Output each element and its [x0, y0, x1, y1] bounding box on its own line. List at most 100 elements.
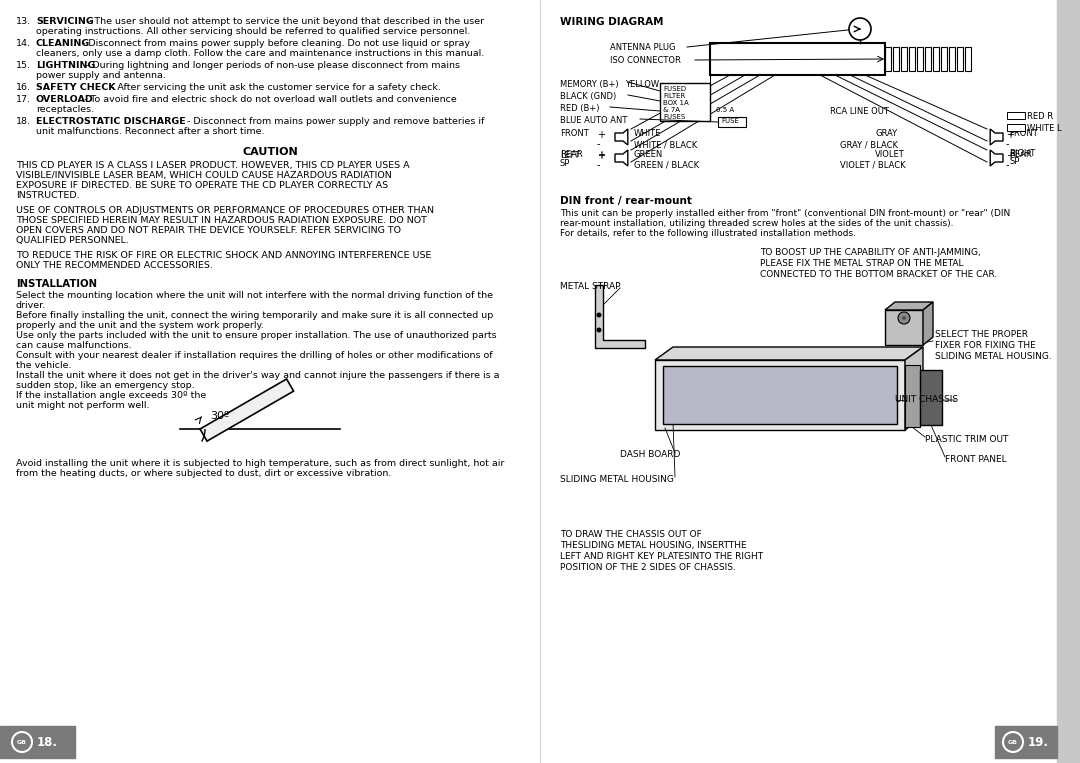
Bar: [885, 47, 891, 71]
Text: 19.: 19.: [1028, 736, 1049, 749]
Text: +: +: [1005, 130, 1014, 140]
Bar: [924, 47, 931, 71]
Circle shape: [596, 313, 602, 317]
Text: THOSE SPECIFIED HEREIN MAY RESULT IN HAZARDOUS RADIATION EXPOSURE. DO NOT: THOSE SPECIFIED HEREIN MAY RESULT IN HAZ…: [16, 216, 427, 225]
Polygon shape: [923, 302, 933, 345]
Text: INSTRUCTED.: INSTRUCTED.: [16, 191, 80, 200]
Text: receptacles.: receptacles.: [36, 105, 94, 114]
Text: RED R: RED R: [1027, 112, 1053, 121]
Text: Select the mounting location where the unit will not interfere with the normal d: Select the mounting location where the u…: [16, 291, 492, 300]
Text: USE OF CONTROLS OR ADJUSTMENTS OR PERFORMANCE OF PROCEDURES OTHER THAN: USE OF CONTROLS OR ADJUSTMENTS OR PERFOR…: [16, 206, 434, 215]
Text: operating instructions. All other servicing should be referred to qualified serv: operating instructions. All other servic…: [36, 27, 470, 36]
Text: YELLOW: YELLOW: [625, 80, 659, 89]
Text: properly and the unit and the system work properly.: properly and the unit and the system wor…: [16, 321, 264, 330]
Text: VIOLET / BLACK: VIOLET / BLACK: [840, 161, 906, 170]
Text: 18.: 18.: [37, 736, 58, 749]
Text: PLEASE FIX THE METAL STRAP ON THE METAL: PLEASE FIX THE METAL STRAP ON THE METAL: [760, 259, 963, 268]
Text: GRAY: GRAY: [875, 129, 897, 138]
Bar: [957, 47, 963, 71]
Text: power supply and antenna.: power supply and antenna.: [36, 71, 166, 80]
Bar: [966, 47, 971, 71]
Text: CLEANING: CLEANING: [36, 39, 91, 48]
Circle shape: [849, 18, 870, 40]
Text: ISO CONNECTOR: ISO CONNECTOR: [610, 56, 680, 65]
Text: rear-mount installation, utilizing threaded screw holes at the sides of the unit: rear-mount installation, utilizing threa…: [561, 219, 954, 228]
Text: THESLIDING METAL HOUSING, INSERTTHE: THESLIDING METAL HOUSING, INSERTTHE: [561, 541, 746, 550]
Text: cleaners, only use a damp cloth. Follow the care and maintenance instructions in: cleaners, only use a damp cloth. Follow …: [36, 49, 484, 58]
Text: PLASTIC TRIM OUT: PLASTIC TRIM OUT: [924, 435, 1009, 444]
Text: +: +: [597, 150, 605, 160]
Text: 13.: 13.: [16, 17, 31, 26]
Text: 14.: 14.: [16, 39, 31, 48]
Text: 30º: 30º: [210, 411, 229, 421]
Bar: [885, 310, 923, 345]
Text: 0.5 A: 0.5 A: [716, 107, 734, 113]
Text: BLUE AUTO ANT: BLUE AUTO ANT: [561, 116, 627, 125]
Text: Use only the parts included with the unit to ensure proper installation. The use: Use only the parts included with the uni…: [16, 331, 497, 340]
Bar: [905, 365, 920, 427]
Text: SP: SP: [561, 159, 570, 168]
Text: +: +: [1005, 151, 1014, 161]
Bar: [995, 726, 1057, 758]
Circle shape: [897, 312, 910, 324]
Bar: [1007, 112, 1025, 119]
Text: 18.: 18.: [16, 117, 31, 126]
Text: GRAY / BLACK: GRAY / BLACK: [840, 140, 897, 149]
Text: from the heating ducts, or where subjected to dust, dirt or excessive vibration.: from the heating ducts, or where subject…: [16, 469, 391, 478]
Text: DIN front / rear-mount: DIN front / rear-mount: [561, 196, 692, 206]
Text: +: +: [597, 130, 605, 140]
Text: GREEN: GREEN: [634, 150, 663, 159]
Text: & 7A: & 7A: [663, 107, 680, 113]
Bar: [893, 47, 899, 71]
Text: FRONT: FRONT: [561, 129, 589, 138]
Text: -: -: [1005, 160, 1010, 170]
Text: FIXER FOR FIXING THE: FIXER FOR FIXING THE: [935, 341, 1036, 350]
Text: MEMORY (B+): MEMORY (B+): [561, 80, 619, 89]
Text: LIGHTNING: LIGHTNING: [36, 61, 95, 70]
Text: GB: GB: [1008, 739, 1018, 745]
Text: Install the unit where it does not get in the driver's way and cannot injure the: Install the unit where it does not get i…: [16, 371, 499, 380]
Text: - During lightning and longer periods of non-use please disconnect from mains: - During lightning and longer periods of…: [83, 61, 460, 70]
Text: WHITE / BLACK: WHITE / BLACK: [634, 140, 698, 149]
Text: can cause malfunctions.: can cause malfunctions.: [16, 341, 132, 350]
Text: 15.: 15.: [16, 61, 31, 70]
Text: RCA LINE OUT: RCA LINE OUT: [831, 107, 889, 116]
Text: METAL STRAP: METAL STRAP: [561, 282, 621, 291]
Circle shape: [902, 316, 906, 320]
Bar: [654, 360, 905, 430]
Bar: [933, 47, 939, 71]
Text: -: -: [597, 160, 600, 170]
Bar: [920, 370, 942, 425]
Polygon shape: [200, 379, 294, 441]
Text: RIGHT: RIGHT: [1009, 149, 1036, 158]
Text: SAFETY CHECK: SAFETY CHECK: [36, 83, 116, 92]
Bar: [663, 366, 897, 424]
Text: FILTER: FILTER: [663, 93, 685, 99]
Text: -: -: [1005, 139, 1010, 149]
Text: THIS CD PLAYER IS A CLASS I LASER PRODUCT. HOWEVER, THIS CD PLAYER USES A: THIS CD PLAYER IS A CLASS I LASER PRODUC…: [16, 161, 409, 170]
Text: FRONT: FRONT: [1009, 129, 1038, 138]
Bar: [941, 47, 947, 71]
Bar: [909, 47, 915, 71]
Text: BOX 1A: BOX 1A: [663, 100, 689, 106]
Text: unit might not perform well.: unit might not perform well.: [16, 401, 149, 410]
Text: driver.: driver.: [16, 301, 46, 310]
Text: -: -: [597, 139, 600, 149]
Text: GREEN / BLACK: GREEN / BLACK: [634, 161, 699, 170]
Text: +: +: [597, 151, 605, 161]
Bar: [917, 47, 923, 71]
Text: RED (B+): RED (B+): [561, 104, 599, 113]
Text: TO BOOST UP THE CAPABILITY OF ANTI-JAMMING,: TO BOOST UP THE CAPABILITY OF ANTI-JAMMI…: [760, 248, 981, 257]
Text: SP: SP: [1009, 157, 1020, 166]
Text: 16.: 16.: [16, 83, 31, 92]
Bar: [901, 47, 907, 71]
Text: QUALIFIED PERSONNEL.: QUALIFIED PERSONNEL.: [16, 236, 129, 245]
Text: SLIDING METAL HOUSING: SLIDING METAL HOUSING: [561, 475, 674, 484]
Text: For details, refer to the following illustrated installation methods.: For details, refer to the following illu…: [561, 229, 856, 238]
Bar: [949, 47, 955, 71]
Text: OVERLOAD: OVERLOAD: [36, 95, 94, 104]
Polygon shape: [885, 302, 933, 310]
Text: ANTENNA PLUG: ANTENNA PLUG: [610, 43, 675, 52]
Text: Avoid installing the unit where it is subjected to high temperature, such as fro: Avoid installing the unit where it is su…: [16, 459, 504, 468]
Text: TO REDUCE THE RISK OF FIRE OR ELECTRIC SHOCK AND ANNOYING INTERFERENCE USE: TO REDUCE THE RISK OF FIRE OR ELECTRIC S…: [16, 251, 431, 260]
